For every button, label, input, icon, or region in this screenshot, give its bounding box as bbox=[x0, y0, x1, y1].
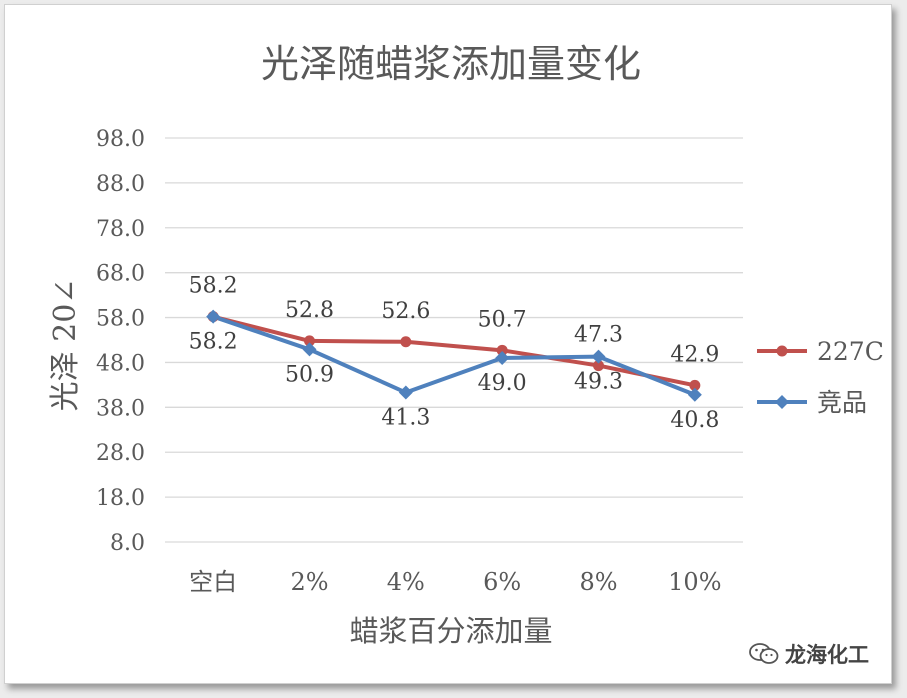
watermark: 龙海化工 bbox=[749, 639, 869, 669]
series-lines bbox=[206, 309, 702, 402]
data-point bbox=[400, 336, 412, 348]
line-chart: 光泽随蜡浆添加量变化 98.0 88.0 78.0 68.0 58.0 48.0 38.0 2… bbox=[48, 42, 884, 648]
data-point bbox=[689, 379, 701, 391]
data-label: 42.9 bbox=[670, 342, 719, 367]
y-tick-label: 48.0 bbox=[96, 351, 145, 376]
legend-label: 227C bbox=[817, 337, 884, 366]
x-tick-labels: 空白 2% 4% 6% 8% 10% bbox=[189, 568, 721, 596]
x-tick-label: 2% bbox=[290, 568, 328, 596]
chart-title: 光泽随蜡浆添加量变化 bbox=[261, 42, 641, 86]
y-axis-label: 光泽 20∠ bbox=[48, 279, 83, 412]
y-tick-label: 58.0 bbox=[96, 307, 145, 332]
data-label: 50.7 bbox=[478, 307, 527, 332]
data-label: 52.6 bbox=[381, 299, 430, 324]
x-tick-label: 8% bbox=[579, 568, 617, 596]
data-point bbox=[206, 309, 221, 324]
data-label: 41.3 bbox=[381, 406, 430, 431]
y-tick-label: 98.0 bbox=[96, 127, 145, 152]
y-tick-label: 18.0 bbox=[96, 486, 145, 511]
data-point bbox=[591, 349, 606, 364]
data-label: 58.2 bbox=[189, 274, 238, 299]
legend-label: 竞品 bbox=[817, 388, 867, 417]
x-tick-label: 6% bbox=[483, 568, 521, 596]
x-tick-label: 4% bbox=[387, 568, 425, 596]
wechat-icon bbox=[749, 643, 779, 664]
data-point bbox=[398, 385, 413, 400]
data-point bbox=[304, 335, 315, 347]
legend: 227C 竞品 bbox=[757, 337, 884, 417]
data-point bbox=[593, 360, 604, 372]
series-line-1 bbox=[212, 314, 696, 397]
chart-frame: 光泽随蜡浆添加量变化 98.0 88.0 78.0 68.0 58.0 48.0 38.0 2… bbox=[4, 4, 892, 684]
watermark-text: 龙海化工 bbox=[785, 643, 869, 667]
data-label: 40.8 bbox=[670, 408, 719, 433]
x-tick-label: 10% bbox=[668, 568, 721, 596]
legend-marker bbox=[775, 395, 789, 409]
y-tick-label: 88.0 bbox=[96, 172, 145, 197]
y-tick-label: 8.0 bbox=[110, 531, 145, 556]
y-tick-label: 28.0 bbox=[96, 441, 145, 466]
data-label: 49.0 bbox=[478, 371, 527, 396]
y-tick-label: 78.0 bbox=[96, 217, 145, 242]
x-tick-label: 空白 bbox=[189, 568, 237, 596]
gridlines bbox=[165, 137, 743, 543]
data-point bbox=[496, 344, 508, 356]
data-label: 47.3 bbox=[574, 323, 623, 348]
legend-marker bbox=[776, 345, 788, 357]
data-point bbox=[302, 342, 317, 357]
data-point bbox=[495, 350, 510, 365]
y-tick-label: 68.0 bbox=[96, 262, 145, 287]
data-point bbox=[687, 387, 702, 402]
data-label: 58.2 bbox=[189, 330, 238, 355]
data-label: 50.9 bbox=[285, 362, 334, 387]
data-label: 49.3 bbox=[574, 370, 623, 395]
y-tick-labels: 98.0 88.0 78.0 68.0 58.0 48.0 38.0 28.0 18.0 8.0 bbox=[96, 127, 145, 556]
y-tick-label: 38.0 bbox=[96, 396, 145, 421]
series-line-0 bbox=[212, 314, 696, 388]
x-axis-label: 蜡浆百分添加量 bbox=[349, 614, 552, 648]
data-labels: 58.2 52.8 52.6 50.7 47.3 42.9 58.2 50.9 41.3 49.0… bbox=[189, 274, 720, 433]
data-label: 52.8 bbox=[285, 298, 334, 323]
